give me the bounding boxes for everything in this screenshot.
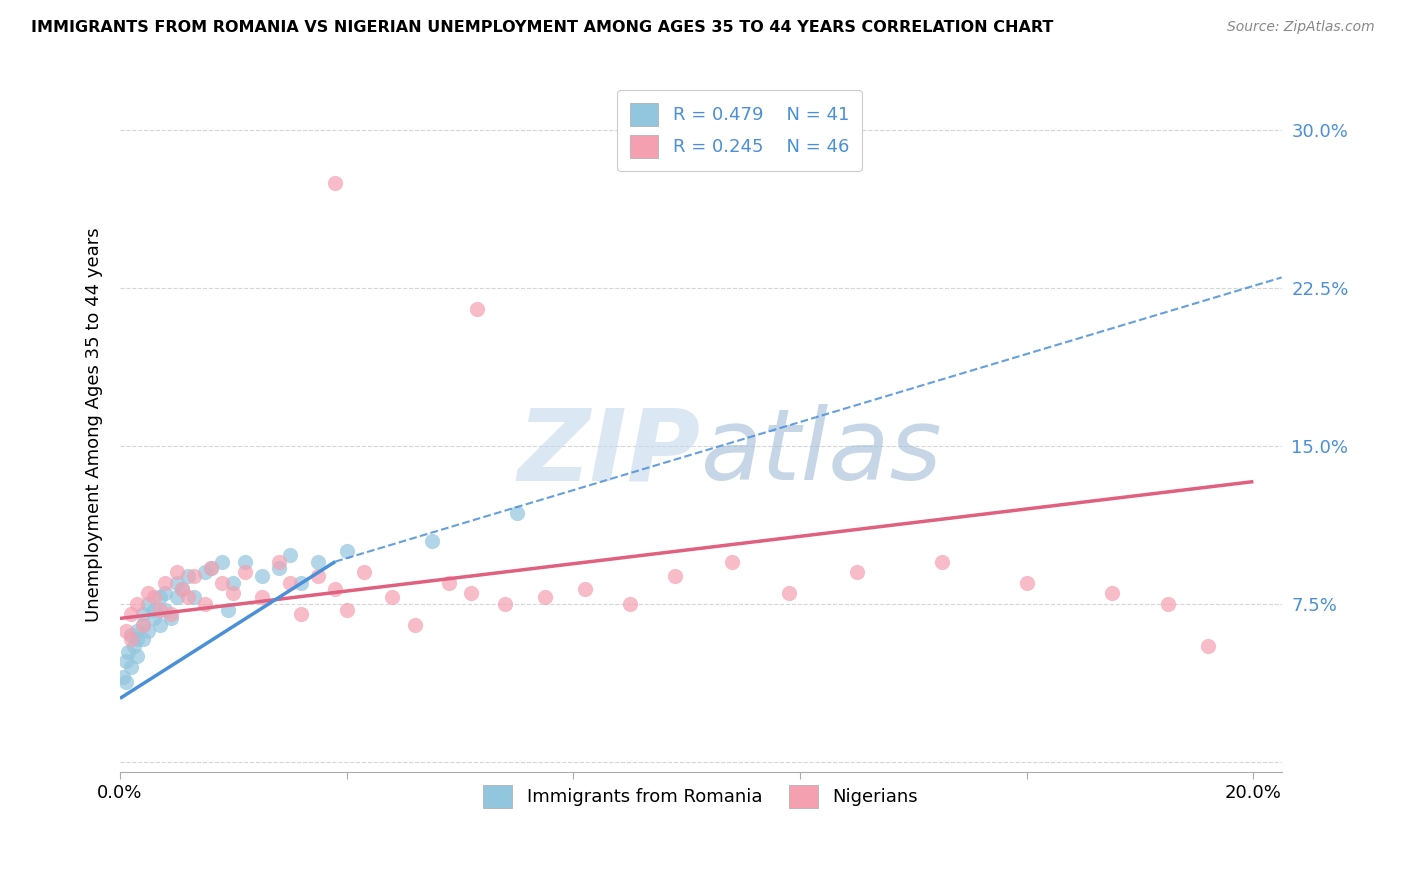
- Point: [136, 597, 159, 611]
- Point: [290, 607, 312, 622]
- Point: [1015, 575, 1038, 590]
- Point: [353, 565, 375, 579]
- Point: [177, 569, 200, 583]
- Point: [211, 555, 233, 569]
- Point: [131, 617, 153, 632]
- Point: [177, 591, 200, 605]
- Point: [131, 607, 153, 622]
- Point: [125, 649, 148, 664]
- Point: [125, 632, 148, 647]
- Point: [155, 586, 177, 600]
- Point: [534, 591, 557, 605]
- Point: [120, 660, 142, 674]
- Text: IMMIGRANTS FROM ROMANIA VS NIGERIAN UNEMPLOYMENT AMONG AGES 35 TO 44 YEARS CORRE: IMMIGRANTS FROM ROMANIA VS NIGERIAN UNEM…: [31, 20, 1053, 35]
- Point: [222, 575, 245, 590]
- Point: [149, 591, 172, 605]
- Point: [233, 565, 256, 579]
- Point: [1157, 597, 1180, 611]
- Point: [267, 555, 290, 569]
- Point: [125, 624, 148, 638]
- Point: [465, 301, 488, 316]
- Point: [307, 555, 329, 569]
- Point: [222, 586, 245, 600]
- Point: [166, 591, 188, 605]
- Point: [160, 607, 183, 622]
- Point: [574, 582, 596, 596]
- Point: [136, 624, 159, 638]
- Point: [460, 586, 482, 600]
- Point: [845, 565, 868, 579]
- Point: [381, 591, 404, 605]
- Point: [404, 617, 426, 632]
- Point: [125, 597, 148, 611]
- Point: [619, 597, 641, 611]
- Point: [194, 597, 217, 611]
- Point: [1197, 639, 1219, 653]
- Point: [136, 586, 159, 600]
- Point: [155, 575, 177, 590]
- Point: [420, 533, 443, 548]
- Point: [494, 597, 516, 611]
- Point: [172, 582, 194, 596]
- Point: [250, 569, 273, 583]
- Point: [172, 582, 194, 596]
- Point: [290, 575, 312, 590]
- Point: [149, 617, 172, 632]
- Point: [323, 176, 346, 190]
- Text: atlas: atlas: [700, 404, 942, 501]
- Point: [120, 628, 142, 642]
- Point: [1101, 586, 1123, 600]
- Point: [149, 603, 172, 617]
- Point: [117, 645, 139, 659]
- Point: [155, 603, 177, 617]
- Point: [160, 611, 183, 625]
- Point: [267, 561, 290, 575]
- Point: [120, 607, 142, 622]
- Point: [931, 555, 953, 569]
- Point: [437, 575, 460, 590]
- Point: [131, 617, 153, 632]
- Text: ZIP: ZIP: [517, 404, 700, 501]
- Point: [166, 575, 188, 590]
- Point: [721, 555, 744, 569]
- Point: [778, 586, 800, 600]
- Text: Source: ZipAtlas.com: Source: ZipAtlas.com: [1227, 20, 1375, 34]
- Point: [111, 670, 134, 684]
- Point: [114, 674, 136, 689]
- Point: [166, 565, 188, 579]
- Point: [217, 603, 239, 617]
- Point: [143, 603, 166, 617]
- Point: [278, 548, 301, 562]
- Point: [143, 591, 166, 605]
- Point: [194, 565, 217, 579]
- Point: [664, 569, 686, 583]
- Point: [122, 639, 145, 653]
- Point: [307, 569, 329, 583]
- Point: [131, 632, 153, 647]
- Point: [505, 506, 527, 520]
- Point: [200, 561, 222, 575]
- Y-axis label: Unemployment Among Ages 35 to 44 years: Unemployment Among Ages 35 to 44 years: [86, 227, 103, 622]
- Point: [200, 561, 222, 575]
- Point: [183, 569, 205, 583]
- Point: [114, 624, 136, 638]
- Point: [233, 555, 256, 569]
- Legend: Immigrants from Romania, Nigerians: Immigrants from Romania, Nigerians: [477, 778, 925, 815]
- Point: [211, 575, 233, 590]
- Point: [278, 575, 301, 590]
- Point: [323, 582, 346, 596]
- Point: [336, 603, 359, 617]
- Point: [336, 544, 359, 558]
- Point: [114, 653, 136, 667]
- Point: [183, 591, 205, 605]
- Point: [250, 591, 273, 605]
- Point: [143, 611, 166, 625]
- Point: [120, 632, 142, 647]
